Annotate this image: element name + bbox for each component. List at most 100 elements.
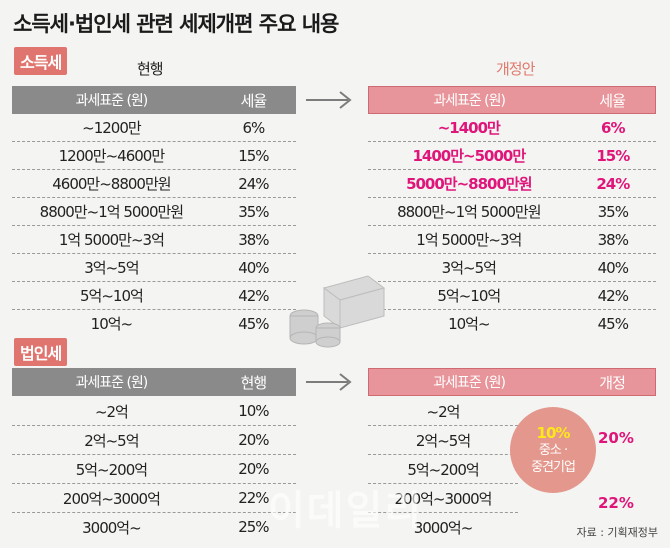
base-cell: 5억~10억 xyxy=(437,287,501,305)
rate-cell: 20% xyxy=(238,431,269,449)
header-proposed: 개정 xyxy=(599,373,626,392)
table-row: 4600만~8800만원 24% xyxy=(12,170,296,198)
page-title: 소득세·법인세 관련 세제개편 주요 내용 xyxy=(13,12,339,36)
table-row: ~2억 10% xyxy=(12,397,296,426)
rate-cell: 22% xyxy=(238,489,269,507)
rate-cell: 10% xyxy=(238,402,269,420)
base-cell: 10억~ xyxy=(448,315,490,333)
base-cell: 8800만~1억 5000만원 xyxy=(397,203,541,221)
table-row: ~2억 xyxy=(368,397,518,426)
base-cell: 3000억~ xyxy=(413,518,474,537)
table-row: 200억~3000억 xyxy=(368,484,518,513)
watermark-text: 이데일리 xyxy=(268,488,424,534)
rate-cell: 38% xyxy=(238,230,269,249)
rate-cell: 35% xyxy=(238,202,269,221)
income-current-header: 과세표준 (원) 세율 xyxy=(12,86,296,114)
table-row: 5억~200억 xyxy=(368,455,518,484)
rate-cell: 42% xyxy=(238,286,269,305)
table-row: 10억~ 45% xyxy=(368,310,656,337)
header-base: 과세표준 (원) xyxy=(75,375,149,391)
header-base: 과세표준 (원) xyxy=(75,93,149,109)
income-proposed-label: 개정안 xyxy=(496,60,535,78)
base-cell: 2억~5억 xyxy=(84,431,139,450)
base-cell: 1400만~5000만 xyxy=(412,147,526,165)
source-note: 자료 : 기획재정부 xyxy=(576,526,658,539)
rate-cell: 24% xyxy=(596,174,630,193)
table-row: 3000억~ xyxy=(368,513,518,541)
table-row: 5억~200억 20% xyxy=(12,455,296,484)
income-tax-badge: 소득세 xyxy=(14,47,68,75)
table-row: ~1200만 6% xyxy=(12,114,296,142)
header-current: 현행 xyxy=(240,373,268,392)
table-row: 3000억~ 25% xyxy=(12,513,296,541)
sme-rate-circle: 10% 중소 · 중견기업 xyxy=(510,407,596,493)
base-cell: 5억~200억 xyxy=(407,460,479,479)
base-cell: 10억~ xyxy=(90,315,133,333)
table-row: ~1400만 6% xyxy=(368,114,656,142)
table-row: 5000만~8800만원 24% xyxy=(368,170,656,198)
sme-label-2: 중견기업 xyxy=(531,459,576,475)
rate-cell: 42% xyxy=(597,286,629,305)
header-base: 과세표준 (원) xyxy=(433,93,506,109)
table-row: 8800만~1억 5000만원 35% xyxy=(12,198,296,226)
corporate-proposed-table: ~2억 2억~5억 5억~200억 200억~3000억 3000억~ xyxy=(368,397,518,541)
base-cell: 5000만~8800만원 xyxy=(406,175,532,193)
rate-cell: 35% xyxy=(597,202,629,221)
table-row: 5억~10억 42% xyxy=(368,282,656,310)
corporate-current-header: 과세표준 (원) 현행 xyxy=(12,368,296,396)
money-stack-icon xyxy=(289,275,386,348)
rate-cell: 40% xyxy=(597,258,629,277)
income-proposed-table: ~1400만 6% 1400만~5000만 15% 5000만~8800만원 24% … xyxy=(368,114,656,337)
corporate-tax-badge: 법인세 xyxy=(14,338,68,366)
base-cell: 3억~5억 xyxy=(84,259,139,277)
table-row: 2억~5억 xyxy=(368,426,518,455)
arrow-right-icon xyxy=(306,91,352,109)
sme-label-1: 중소 · xyxy=(538,442,568,458)
table-row: 2억~5억 20% xyxy=(12,426,296,455)
income-current-table: ~1200만 6% 1200만~4600만 15% 4600만~8800만원 24% … xyxy=(12,114,296,337)
base-cell: 5억~10억 xyxy=(79,287,144,305)
rate-cell: 20% xyxy=(238,460,269,478)
corporate-rate-22: 22% xyxy=(598,494,634,512)
table-row: 5억~10억 42% xyxy=(12,282,296,310)
base-cell: ~2억 xyxy=(426,402,461,421)
table-row: 200억~3000억 22% xyxy=(12,484,296,513)
header-base: 과세표준 (원) xyxy=(433,375,506,391)
table-row: 1400만~5000만 15% xyxy=(368,142,656,170)
table-row: 8800만~1억 5000만원 35% xyxy=(368,198,656,226)
base-cell: 3000억~ xyxy=(82,518,142,537)
base-cell: 3억~5억 xyxy=(441,259,497,277)
header-rate: 세율 xyxy=(599,91,626,110)
header-rate: 세율 xyxy=(240,91,268,110)
corporate-rate-20: 20% xyxy=(598,429,634,447)
rate-cell: 25% xyxy=(238,518,269,536)
income-current-label: 현행 xyxy=(137,60,164,78)
base-cell: ~1200만 xyxy=(82,119,142,137)
base-cell: 4600만~8800만원 xyxy=(52,175,171,193)
rate-cell: 24% xyxy=(238,174,269,193)
rate-cell: 45% xyxy=(597,314,629,333)
table-row: 1억 5000만~3억 38% xyxy=(368,226,656,254)
base-cell: 200억~3000억 xyxy=(62,489,161,508)
base-cell: ~1400만 xyxy=(437,119,501,137)
table-row: 3억~5억 40% xyxy=(12,254,296,282)
base-cell: 2억~5억 xyxy=(415,431,471,450)
table-row: 1200만~4600만 15% xyxy=(12,142,296,170)
base-cell: 1억 5000만~3억 xyxy=(416,231,522,249)
table-row: 10억~ 45% xyxy=(12,310,296,337)
sme-rate: 10% xyxy=(536,423,571,442)
rate-cell: 40% xyxy=(238,258,269,277)
rate-cell: 15% xyxy=(596,146,630,165)
base-cell: 8800만~1억 5000만원 xyxy=(39,203,184,221)
base-cell: 5억~200억 xyxy=(75,460,148,479)
rate-cell: 38% xyxy=(597,230,629,249)
table-row: 3억~5억 40% xyxy=(368,254,656,282)
table-row: 1억 5000만~3억 38% xyxy=(12,226,296,254)
arrow-right-icon xyxy=(306,373,352,391)
base-cell: 1억 5000만~3억 xyxy=(58,231,165,249)
corporate-current-table: ~2억 10% 2억~5억 20% 5억~200억 20% 200억~3000억 22%… xyxy=(12,397,296,541)
rate-cell: 6% xyxy=(601,118,625,137)
base-cell: 200억~3000억 xyxy=(394,489,493,508)
rate-cell: 6% xyxy=(242,118,265,137)
rate-cell: 45% xyxy=(238,314,269,333)
